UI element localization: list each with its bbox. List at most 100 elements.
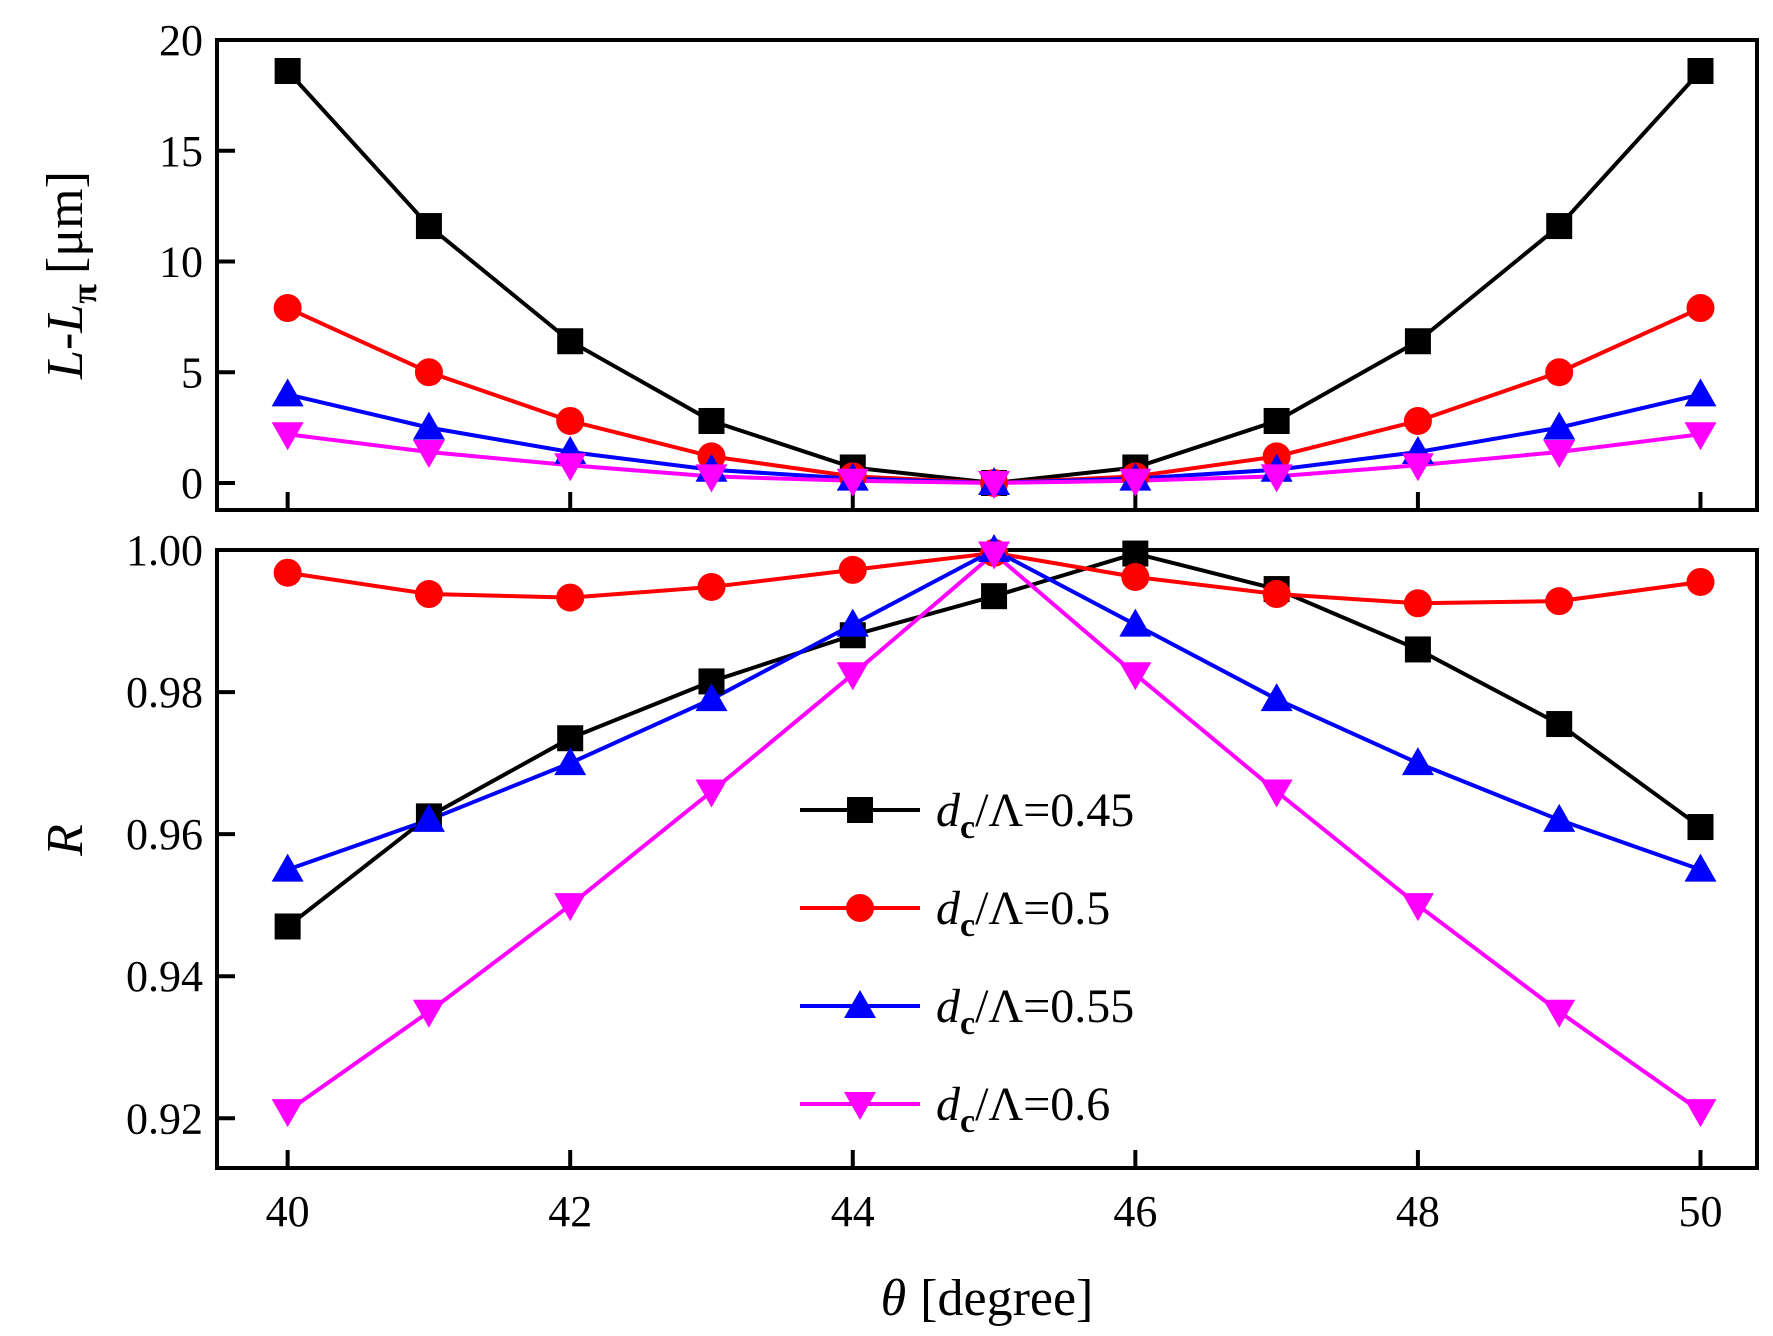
bottom-series-3-point-9 (1543, 999, 1576, 1028)
top-ytick-label-1: 5 (181, 348, 203, 397)
legend-label-1-rest: /Λ=0.5 (975, 882, 1110, 935)
top-series-3-point-1 (412, 439, 445, 468)
top-series-3-point-2 (554, 453, 587, 482)
legend-label-0-d: d (936, 784, 961, 837)
bottom-series-1-point-8 (1403, 589, 1432, 618)
bottom-series-2-point-7 (1260, 683, 1293, 712)
bottom-series-0-point-9 (1546, 711, 1573, 738)
bottom-series-0-point-10 (1687, 814, 1714, 841)
ylabel-sub: π (64, 284, 104, 304)
top-ytick-label-3: 15 (159, 127, 203, 176)
legend-label-1-d: d (936, 882, 961, 935)
bottom-xtick-label-3: 46 (1113, 1187, 1157, 1236)
bottom-series-0-point-5 (981, 583, 1008, 610)
top-series-0-point-3 (698, 407, 725, 434)
top-series-line-0 (286, 69, 1702, 486)
top-series-3-point-8 (1401, 453, 1434, 482)
top-panel-frame (215, 38, 1759, 512)
bottom-ytick-label-0: 0.92 (126, 1094, 203, 1143)
bottom-ytick-label-1: 0.94 (126, 952, 203, 1001)
bottom-xtick-label-0: 40 (266, 1187, 310, 1236)
bottom-xtick-label-5: 50 (1678, 1187, 1722, 1236)
top-series-3-point-10 (1684, 422, 1717, 451)
ylabel-L1: L (37, 350, 94, 380)
top-ytick-label-4: 20 (159, 16, 203, 65)
top-series-0-point-1 (415, 213, 442, 240)
legend-label-0: dc/Λ=0.45 (936, 784, 1134, 846)
bottom-plot-area (271, 534, 1717, 1128)
xlabel-unit: [degree] (920, 1270, 1093, 1327)
top-series-0-point-9 (1546, 213, 1573, 240)
bottom-series-3-point-6 (1119, 662, 1152, 691)
legend-marker-3 (844, 1092, 876, 1120)
legend-label-3-rest: /Λ=0.6 (975, 1078, 1110, 1131)
bottom-series-3-point-3 (695, 779, 728, 808)
bottom-series-0-point-2 (557, 725, 584, 752)
top-series-0-point-0 (274, 58, 301, 85)
bottom-axis-ticks: 0.92 0.94 0.96 0.98 1.00 40 42 44 46 48 50 (126, 526, 1722, 1236)
bottom-series-2-point-2 (554, 747, 587, 776)
bottom-panel-frame (215, 548, 1759, 1170)
top-ytick-label-0: 0 (181, 459, 203, 508)
legend-marker-1 (846, 894, 874, 922)
legend-label-3: dc/Λ=0.6 (936, 1078, 1110, 1140)
top-series-2-point-9 (1543, 411, 1576, 440)
xlabel-theta: θ (881, 1270, 907, 1327)
top-y-axis-title: L-Lπ [μm] (37, 171, 104, 380)
top-series-1-point-9 (1545, 358, 1574, 387)
bottom-series-3-point-0 (271, 1099, 304, 1128)
ylabel-unit: [μm] (37, 171, 94, 274)
top-series-3-point-5 (978, 471, 1011, 499)
bottom-series-1-point-10 (1686, 567, 1715, 596)
top-plot-area (271, 58, 1717, 499)
ylabel-dash: - (37, 333, 94, 350)
bottom-y-axis-title: R (37, 824, 94, 857)
top-series-0-point-2 (557, 328, 584, 355)
top-series-2-point-10 (1684, 378, 1717, 407)
legend-label-3-d: d (936, 1078, 961, 1131)
bottom-xtick-label-2: 44 (831, 1187, 875, 1236)
top-series-1-point-8 (1403, 406, 1432, 435)
bottom-series-1-point-2 (556, 583, 585, 612)
legend-label-0-rest: /Λ=0.45 (975, 784, 1134, 837)
bottom-series-3-point-2 (554, 893, 587, 922)
bottom-series-0-point-0 (274, 913, 301, 940)
top-series-3-point-0 (271, 422, 304, 451)
bottom-series-2-point-4 (836, 608, 869, 637)
bottom-series-2-point-3 (695, 683, 728, 712)
bottom-series-1-point-9 (1545, 587, 1574, 616)
top-series-3-point-4 (836, 468, 869, 497)
legend-label-2-d: d (936, 980, 961, 1033)
bottom-series-2-point-10 (1684, 853, 1717, 882)
top-axis-ticks: 0 5 10 15 20 (159, 16, 1703, 510)
bottom-series-3-point-7 (1260, 779, 1293, 808)
bottom-series-2-point-6 (1119, 608, 1152, 637)
bottom-xtick-label-1: 42 (548, 1187, 592, 1236)
bottom-series-0-point-6 (1122, 540, 1149, 567)
bottom-series-line-0 (286, 551, 1702, 929)
legend-label-2-rest: /Λ=0.55 (975, 980, 1134, 1033)
top-series-1-point-1 (414, 358, 443, 387)
bottom-series-3-point-10 (1684, 1099, 1717, 1128)
x-axis-title: θ [degree] (881, 1270, 1094, 1327)
bottom-series-1-point-0 (273, 558, 302, 587)
bottom-series-3-point-8 (1401, 893, 1434, 922)
top-series-0-point-10 (1687, 58, 1714, 85)
top-series-2-point-0 (271, 378, 304, 407)
top-series-0-point-8 (1404, 328, 1431, 355)
top-series-3-point-6 (1119, 468, 1152, 497)
top-series-1-point-2 (556, 406, 585, 435)
legend-marker-0 (847, 797, 873, 823)
legend-label-2: dc/Λ=0.55 (936, 980, 1134, 1042)
legend-label-1: dc/Λ=0.5 (936, 882, 1110, 944)
top-series-3-point-9 (1543, 439, 1576, 468)
bottom-series-1-point-7 (1262, 580, 1291, 609)
ylabel-L2: L (37, 304, 94, 334)
bottom-series-0-point-8 (1404, 636, 1431, 663)
top-series-1-point-0 (273, 294, 302, 323)
top-series-1-point-10 (1686, 294, 1715, 323)
bottom-series-2-point-9 (1543, 803, 1576, 832)
legend-label-3-c: c (960, 1103, 975, 1140)
legend-label-0-c: c (960, 809, 975, 846)
